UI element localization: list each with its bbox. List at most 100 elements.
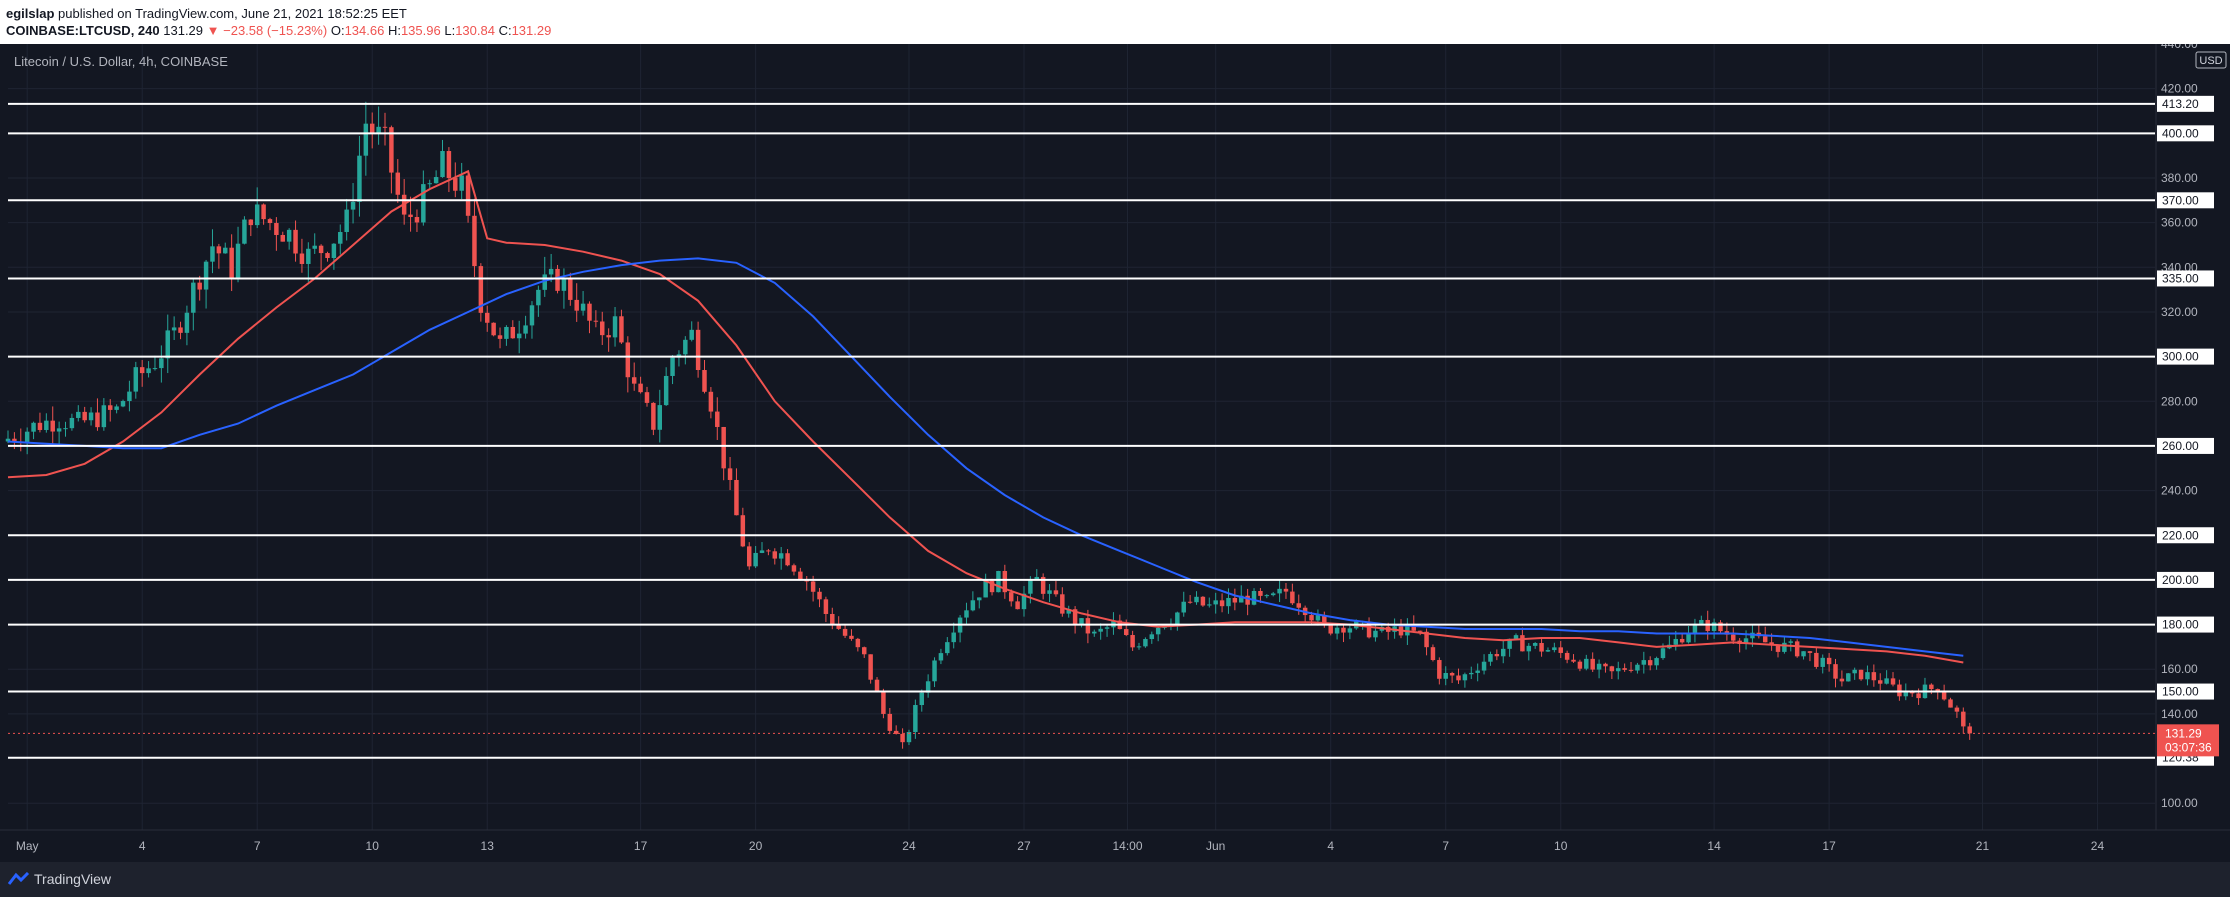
- candle-body: [580, 303, 586, 311]
- candle-body: [1149, 634, 1155, 640]
- high-value: 135.96: [400, 23, 441, 38]
- candle-body: [1098, 628, 1103, 632]
- candle-body: [82, 411, 87, 421]
- publish-header: egilslap published on TradingView.com, J…: [0, 0, 2230, 44]
- author-name[interactable]: egilslap: [6, 6, 55, 21]
- candle-body: [1820, 657, 1825, 667]
- chart-area[interactable]: 100.00 140.00 160.00 200.00 240.00 280.00 320.…: [0, 37, 2230, 862]
- low-value: 130.84: [455, 23, 495, 38]
- candle-body: [887, 713, 893, 731]
- candle-body: [823, 599, 829, 614]
- candle-body: [133, 367, 139, 392]
- candle-body: [1692, 623, 1698, 633]
- candle-body: [587, 303, 592, 321]
- candle-body: [1347, 628, 1353, 633]
- candle-body: [1130, 635, 1135, 648]
- candle-body: [1456, 675, 1461, 681]
- candle-body: [191, 282, 196, 313]
- candle-body: [159, 358, 164, 369]
- chart-title: Litecoin / U.S. Dollar, 4h, COINBASE: [14, 54, 228, 69]
- candle-body: [1277, 588, 1282, 594]
- candle-body: [235, 243, 241, 278]
- candle-body: [1794, 641, 1800, 657]
- candle-body: [114, 406, 119, 410]
- candle-body: [855, 638, 861, 648]
- candle-body: [286, 229, 292, 242]
- candle-body: [395, 172, 401, 195]
- x-tick-label: 24: [2091, 839, 2105, 853]
- level-price-label: 150.00: [2162, 685, 2199, 699]
- candle-body: [472, 215, 477, 267]
- candle-body: [254, 204, 260, 226]
- candle-body: [95, 412, 100, 428]
- candle-body: [1679, 638, 1685, 643]
- candle-body: [925, 681, 931, 693]
- candle-body: [1047, 590, 1052, 594]
- candle-body: [478, 266, 484, 313]
- candle-body: [146, 368, 151, 374]
- candle-body: [171, 327, 177, 331]
- candle-body: [274, 223, 279, 235]
- candle-body: [1315, 615, 1321, 621]
- candle-body: [1270, 593, 1276, 596]
- candle-body: [1903, 690, 1909, 697]
- candle-body: [1775, 644, 1781, 652]
- candle-body: [1858, 669, 1864, 680]
- candle-body: [555, 268, 560, 291]
- candle-body: [810, 581, 816, 592]
- candle-body: [223, 247, 228, 254]
- candle-body: [1877, 680, 1883, 684]
- y-tick-label: 240.00: [2161, 484, 2198, 498]
- candle-body: [1328, 624, 1333, 634]
- candle-body: [746, 546, 752, 567]
- candle-body: [1871, 672, 1877, 681]
- tradingview-logo-icon[interactable]: [8, 872, 30, 886]
- candle-body: [753, 552, 758, 567]
- candle-body: [1699, 619, 1704, 624]
- footer-brand[interactable]: TradingView: [34, 871, 112, 887]
- candle-body: [1475, 670, 1480, 673]
- candle-body: [465, 175, 471, 216]
- candle-body: [874, 679, 880, 693]
- level-price-tag: [2157, 95, 2214, 112]
- candle-body: [1264, 595, 1270, 597]
- symbol-summary: COINBASE:LTCUSD, 240 131.29 ▼ −23.58 (−1…: [6, 23, 551, 38]
- candle-body: [414, 217, 420, 223]
- candle-body: [1532, 643, 1538, 646]
- moving-average-blue: [7, 257, 1964, 657]
- candle-body: [344, 209, 349, 233]
- candle-body: [1628, 669, 1634, 671]
- candle-body: [542, 274, 547, 290]
- candle-body: [1322, 615, 1327, 625]
- candle-body: [1143, 639, 1148, 647]
- candle-body: [1884, 678, 1889, 684]
- candle-body: [127, 391, 132, 402]
- y-tick-label: 380.00: [2161, 171, 2198, 185]
- candle-body: [1948, 699, 1953, 708]
- candle-body: [433, 177, 439, 184]
- candle-body: [1060, 594, 1065, 614]
- x-tick-label: 27: [1017, 839, 1031, 853]
- candle-body: [312, 245, 317, 249]
- candle-body: [382, 126, 388, 128]
- candle-body: [1040, 576, 1046, 594]
- candle-body: [817, 591, 822, 600]
- candle-body: [791, 565, 797, 572]
- candle-body: [651, 402, 656, 430]
- candle-body: [44, 420, 49, 430]
- price-chart[interactable]: 100.00 140.00 160.00 200.00 240.00 280.00 320.…: [0, 37, 2230, 862]
- candle-body: [989, 580, 995, 593]
- candle-body: [1603, 663, 1608, 667]
- candle-body: [376, 126, 381, 133]
- x-tick-label: 10: [1554, 839, 1568, 853]
- candle-body: [5, 438, 11, 442]
- x-tick-label: 7: [1442, 839, 1449, 853]
- candle-body: [919, 692, 924, 706]
- footer: TradingView: [0, 862, 2230, 897]
- level-price-tag: [2157, 192, 2214, 209]
- level-price-tag: [2157, 683, 2214, 700]
- candle-body: [619, 316, 624, 343]
- candle-body: [1526, 645, 1532, 652]
- candle-body: [1072, 609, 1078, 625]
- candle-body: [983, 580, 988, 598]
